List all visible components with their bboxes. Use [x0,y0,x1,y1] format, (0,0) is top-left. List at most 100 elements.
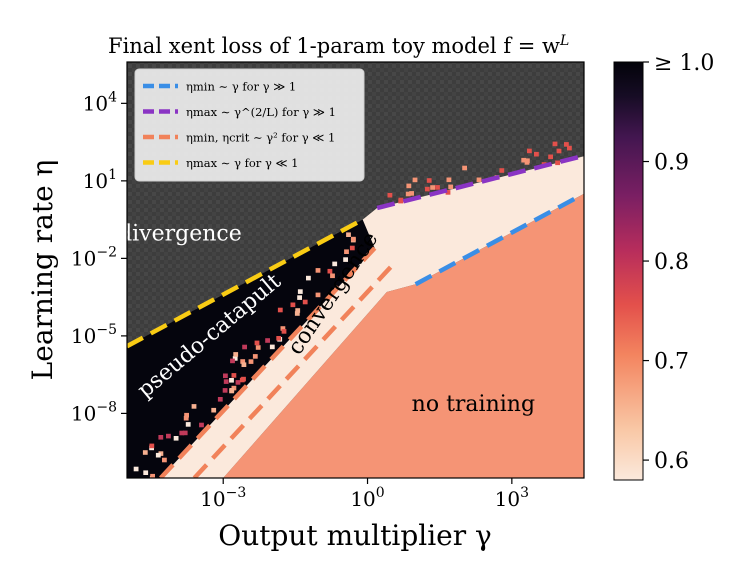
speckle-cell [166,433,171,439]
speckle-cell [280,326,286,331]
speckle-cell [199,422,204,428]
fit-line [127,217,364,349]
speckle-cell [534,151,539,157]
legend-entry: ηmin, ηcrit ∼ γ² for γ ≪ 1 [186,131,335,145]
fit-lines [127,154,583,478]
speckle-cell [232,356,238,361]
fit-line [192,259,399,478]
speckle-cell [343,257,348,262]
speckle-cell [297,295,302,300]
y-tick-label: 10−8 [71,399,117,425]
speckle-cell [211,407,217,413]
speckle-cell [155,452,161,458]
speckle-cell [158,451,164,456]
speckle-cell [233,352,239,357]
speckle-cell [191,404,197,409]
speckle-cell [269,344,275,350]
speckle-cell [332,261,338,267]
colorbar-tick-label: 0.7 [654,350,689,375]
y-axis-label: Learning rate η [26,160,59,381]
speckle-cell [184,412,189,418]
region-label: divergence [118,221,242,246]
x-axis-ticks: 10−3 100 103 [200,478,529,511]
speckle-cell [242,344,247,350]
speckle-cell [315,292,321,298]
speckle-cell [426,178,432,183]
no-training-region [223,193,584,478]
speckle-cell [448,184,454,190]
speckle-cell [223,373,228,379]
speckle-cell [525,158,530,163]
speckle-cell [277,307,283,313]
speckle-cell [229,378,234,383]
speckle-cell [462,165,467,171]
speckle-cell [158,435,164,440]
speckle-cell [567,145,572,151]
speckle-cell [446,177,452,183]
speckle-cell [556,148,562,154]
speckle-cell [406,183,412,189]
colorbar-tick-label: ≥ 1.0 [654,51,714,76]
speckle-cell [344,249,349,254]
speckle-cell [265,338,270,343]
speckle-cell [217,397,223,402]
fit-line [376,154,583,211]
speckle-cell [239,377,245,383]
speckle-cell [248,359,254,364]
speckle-cell [499,168,505,173]
speckle-cell [409,191,414,196]
x-axis-label: Output multiplier γ [218,519,492,552]
region-label: no training [412,392,535,417]
speckle-cell [295,308,301,313]
speckle-cell [235,380,241,385]
colorbar-tick-label: 0.9 [654,151,689,176]
speckle-cell [302,299,308,305]
speckle-cell [398,197,404,203]
speckle-cell [351,236,356,242]
speckle-cell [521,157,527,163]
chart-title: Final xent loss of 1-param toy model f =… [108,33,569,58]
speckle-cell [445,190,451,195]
x-tick-label: 100 [350,485,384,511]
speckle-cell [149,443,155,449]
speckle-cell [424,186,430,192]
speckle-cell [330,273,335,279]
speckle-cell [252,354,258,359]
legend-entry: ηmax ∼ γ^(2/L) for γ ≫ 1 [186,105,336,119]
plot-frame [126,61,585,479]
colorbar-tick-label: 0.6 [654,449,689,474]
y-tick-label: 10−2 [71,244,117,270]
speckle-cell [231,373,237,378]
speckle-cell [405,191,411,197]
y-tick-label: 104 [83,89,117,115]
speckle-cell [222,388,228,393]
speckle-cell [142,450,148,455]
speckle-cell [548,154,553,160]
speckle-cell [387,192,393,198]
speckle-cell [173,436,179,441]
speckle-cell [564,142,569,147]
legend-entry: ηmin ∼ γ for γ ≫ 1 [186,80,296,94]
legend: ηmin ∼ γ for γ ≫ 1 ηmax ∼ γ^(2/L) for γ ≫… [134,68,365,182]
speckle-cell [290,302,296,308]
speckle-cell [552,141,558,147]
speckle-cell [412,177,418,183]
x-tick-label: 10−3 [200,485,246,511]
speckle-cell [230,358,235,364]
speckle-cell [150,473,155,478]
speckle-cell [346,232,351,237]
speckle-cell [430,185,435,190]
speckle-cell [133,466,139,472]
boundary-speckles [133,141,572,486]
speckle-cell [276,336,282,341]
speckle-cell [255,345,261,350]
speckle-cell [185,422,191,427]
speckle-cell [133,481,138,486]
legend-entry: ηmax ∼ γ for γ ≪ 1 [186,156,298,170]
speckle-cell [306,275,311,281]
speckle-cell [137,479,142,484]
y-tick-label: 101 [83,167,117,193]
colorbar [613,61,644,481]
speckle-cell [315,268,321,273]
